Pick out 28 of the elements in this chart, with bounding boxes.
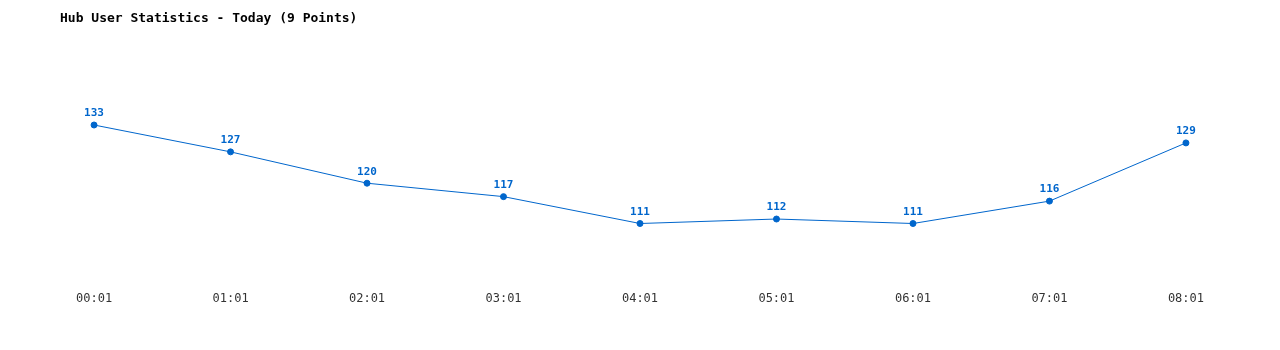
x-tick-label: 01:01 <box>212 290 249 305</box>
point <box>227 148 235 156</box>
point <box>636 220 644 227</box>
data-label: 120 <box>357 164 377 178</box>
x-tick-label: 06:01 <box>894 290 932 305</box>
point <box>1182 139 1190 147</box>
data-label: 116 <box>1039 182 1060 196</box>
point <box>1045 197 1053 205</box>
x-tick-label: 04:01 <box>621 290 659 305</box>
x-tick-label: 08:01 <box>1167 290 1204 305</box>
chart-title: Hub User Statistics - Today (9 Points) <box>60 9 358 25</box>
point <box>500 193 508 201</box>
data-label: 127 <box>220 133 241 147</box>
x-tick-label: 02:01 <box>348 290 386 305</box>
data-label: 112 <box>766 200 787 214</box>
data-label: 111 <box>903 204 924 218</box>
x-tick-label: 07:01 <box>1031 290 1068 305</box>
data-label: 133 <box>84 106 104 120</box>
point <box>909 220 917 227</box>
point <box>363 179 371 187</box>
data-label: 111 <box>630 204 651 218</box>
data-label: 129 <box>1176 124 1196 138</box>
x-tick-label: 05:01 <box>758 290 795 305</box>
point <box>772 215 780 223</box>
x-tick-label: 00:01 <box>76 290 113 305</box>
point <box>90 121 98 129</box>
x-tick-label: 03:01 <box>485 290 522 305</box>
data-label: 117 <box>493 178 514 191</box>
